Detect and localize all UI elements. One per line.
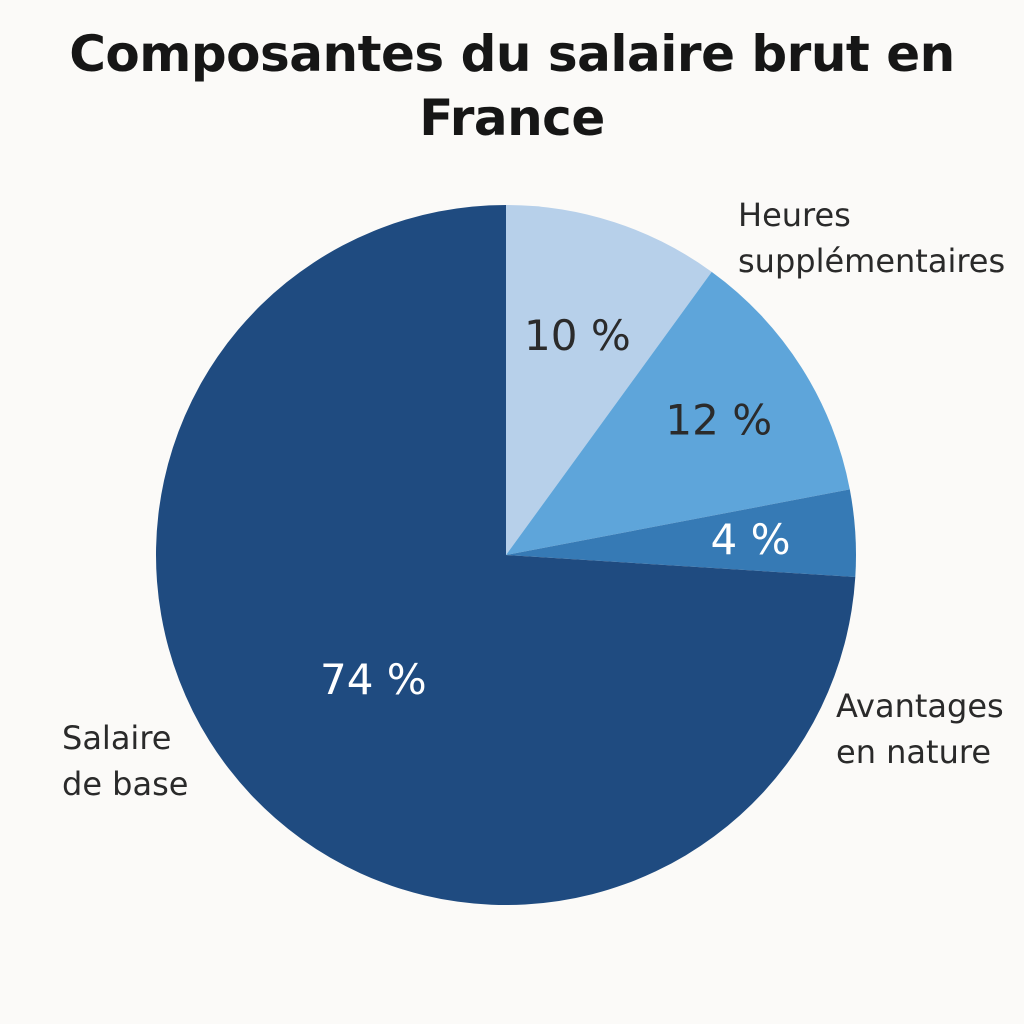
pie-slice-segment-2: [506, 271, 850, 555]
pie-value-label-salaire-de-base: 74 %: [320, 655, 427, 704]
slice-label-avantages-en-nature-line-2: en nature: [836, 733, 991, 771]
slice-label-salaire-de-base-line-2: de base: [62, 765, 189, 803]
chart-title-line-2: France: [419, 89, 605, 147]
pie-slices: [155, 205, 856, 905]
slice-label-heures-supplementaires-line-1: Heures: [738, 196, 851, 234]
pie-slice-salaire-de-base: [155, 205, 856, 905]
pie-value-label-heures-supplementaires: 10 %: [524, 311, 631, 360]
chart-title: Composantes du salaire brut en France: [0, 22, 1024, 150]
slice-label-avantages-en-nature: Avantages en nature: [836, 683, 1004, 775]
pie-value-label-avantages-en-nature: 4 %: [711, 515, 791, 564]
slice-label-heures-supplementaires: Heures supplémentaires: [738, 192, 1005, 284]
chart-title-line-1: Composantes du salaire brut en: [69, 25, 955, 83]
pie-value-label-segment-2: 12 %: [665, 395, 772, 444]
pie-value-labels: 10 % 12 % 4 % 74 %: [320, 311, 791, 704]
slice-label-salaire-de-base: Salaire de base: [62, 715, 188, 807]
pie-slice-avantages-en-nature: [506, 489, 856, 577]
slice-label-avantages-en-nature-line-1: Avantages: [836, 687, 1004, 725]
pie-slice-heures-supplementaires: [506, 205, 712, 555]
slice-label-salaire-de-base-line-1: Salaire: [62, 719, 172, 757]
slice-label-heures-supplementaires-line-2: supplémentaires: [738, 242, 1006, 280]
